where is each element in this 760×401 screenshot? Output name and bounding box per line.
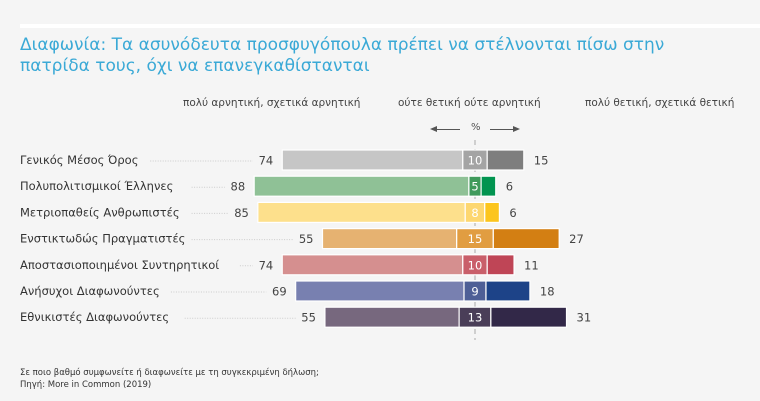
bar-negative xyxy=(257,201,466,224)
bar-positive xyxy=(492,227,560,250)
bar-negative xyxy=(253,175,470,197)
arrow-right-icon xyxy=(490,126,520,132)
neutral-value-label: 10 xyxy=(468,258,483,272)
negative-value-label: 85 xyxy=(234,206,249,220)
category-label: Μετριοπαθείς Ανθρωπιστές xyxy=(20,205,180,219)
top-divider xyxy=(20,24,760,28)
diverging-bar-chart: Γενικός Μέσος Όρος 74 10 15 Πολυπολιτισμικοί… xyxy=(20,140,592,340)
bar-positive xyxy=(490,306,568,328)
category-label: Εθνικιστές Διαφωνούντες xyxy=(20,310,169,324)
neutral-value-label: 5 xyxy=(471,180,478,194)
positive-value-label: 31 xyxy=(577,311,592,325)
bar-negative xyxy=(281,254,464,276)
bar-positive xyxy=(486,254,515,276)
category-label: Γενικός Μέσος Όρος xyxy=(20,153,138,167)
negative-value-label: 55 xyxy=(301,311,316,325)
positive-value-label: 27 xyxy=(569,232,584,246)
bar-negative xyxy=(324,306,460,328)
neutral-value-label: 8 xyxy=(471,206,478,220)
chart-title: Διαφωνία: Τα ασυνόδευτα προσφυγόπουλα πρ… xyxy=(20,35,665,76)
neutral-value-label: 9 xyxy=(471,285,478,299)
category-label: Ενστικτωδώς Πραγματιστές xyxy=(20,232,185,246)
negative-value-label: 69 xyxy=(272,285,287,299)
chart-footer: Σε ποιο βαθμό συμφωνείτε ή διαφωνείτε με… xyxy=(20,367,319,391)
positive-value-label: 11 xyxy=(524,258,539,272)
arrow-left-icon xyxy=(430,126,460,132)
legend-neutral-header: ούτε θετική ούτε αρνητική xyxy=(398,97,541,109)
positive-value-label: 6 xyxy=(506,180,513,194)
bar-positive xyxy=(484,201,501,224)
bar-negative xyxy=(321,227,458,250)
bar-negative xyxy=(281,149,464,171)
neutral-value-label: 15 xyxy=(468,232,483,246)
negative-value-label: 74 xyxy=(259,154,274,168)
negative-value-label: 74 xyxy=(259,258,274,272)
bar-negative xyxy=(295,280,465,302)
positive-value-label: 15 xyxy=(534,154,549,168)
bar-positive xyxy=(480,175,497,197)
positive-value-label: 6 xyxy=(509,206,516,220)
neutral-value-label: 13 xyxy=(468,311,483,325)
legend-positive-header: πολύ θετική, σχετικά θετική xyxy=(585,97,735,109)
negative-value-label: 55 xyxy=(299,232,314,246)
bar-positive xyxy=(485,280,531,302)
neutral-value-label: 10 xyxy=(468,154,483,168)
percent-indicator: % xyxy=(430,122,525,136)
percent-symbol: % xyxy=(471,122,481,133)
category-label: Αποστασιοποιημένοι Συντηρητικοί xyxy=(20,258,219,272)
negative-value-label: 88 xyxy=(231,180,246,194)
positive-value-label: 18 xyxy=(540,285,555,299)
legend-negative-header: πολύ αρνητική, σχετικά αρνητική xyxy=(183,97,361,109)
survey-question: Σε ποιο βαθμό συμφωνείτε ή διαφωνείτε με… xyxy=(20,368,319,378)
category-label: Ανήσυχοι Διαφωνούντες xyxy=(20,284,160,298)
category-label: Πολυπολιτισμικοί Έλληνες xyxy=(20,179,173,193)
bar-positive xyxy=(486,149,525,171)
source-note: Πηγή: More in Common (2019) xyxy=(20,380,152,390)
